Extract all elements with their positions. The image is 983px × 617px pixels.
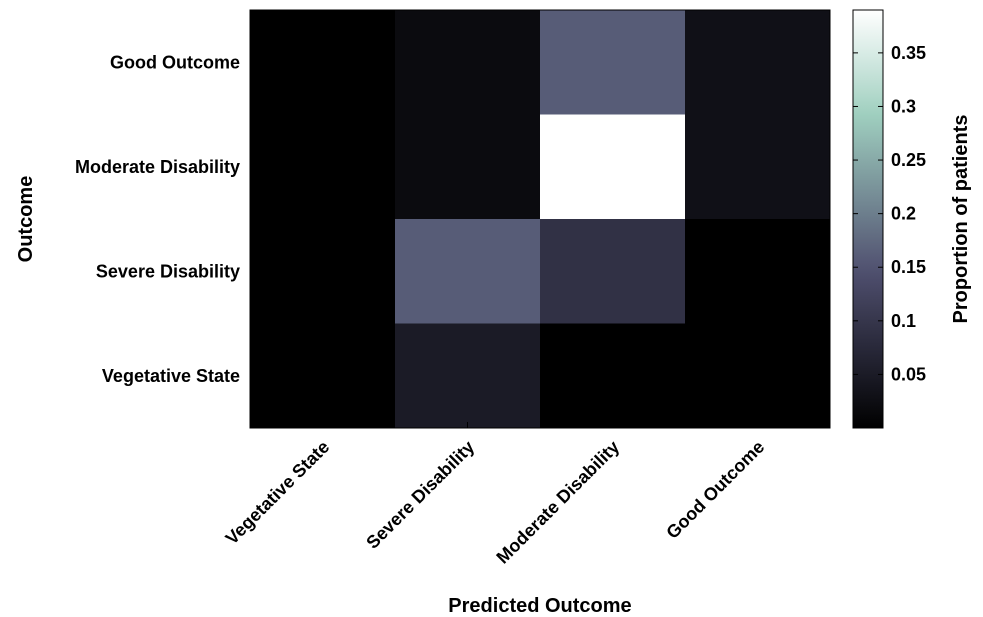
y-tick-label: Severe Disability	[96, 261, 240, 281]
heatmap-cell	[250, 323, 396, 429]
x-tick-label: Moderate Disability	[492, 437, 623, 568]
heatmap-cell	[540, 219, 686, 324]
plot-frame	[249, 9, 831, 429]
heatmap-cell	[685, 10, 831, 115]
colorbar-tick-label: 0.15	[891, 257, 926, 277]
heatmap-cell	[250, 10, 396, 115]
colorbar-tick-label: 0.1	[891, 311, 916, 331]
heatmap-cell	[685, 219, 831, 324]
y-axis-label: Outcome	[15, 176, 37, 263]
heatmap-cell	[395, 114, 541, 220]
heatmap-cell	[540, 10, 686, 115]
colorbar-tick-label: 0.05	[891, 364, 926, 384]
colorbar-label: Proportion of patients	[950, 115, 972, 324]
x-tick-label: Severe Disability	[362, 437, 478, 553]
colorbar-tick-label: 0.35	[891, 43, 926, 63]
heatmap-cell	[685, 114, 831, 220]
x-tick-label: Vegetative State	[222, 437, 334, 549]
y-tick-label: Good Outcome	[110, 52, 240, 72]
heatmap-cell	[250, 219, 396, 324]
x-axis-label: Predicted Outcome	[448, 595, 631, 617]
x-axis-ticks: Vegetative State Severe Disability Moderat…	[222, 422, 768, 568]
heatmap-cell	[540, 114, 686, 220]
y-tick-label: Moderate Disability	[75, 157, 240, 177]
heatmap-cell	[540, 323, 686, 429]
y-tick-label: Vegetative State	[102, 366, 240, 386]
colorbar-tick-label: 0.3	[891, 96, 916, 116]
heatmap-cell	[395, 10, 541, 115]
colorbar	[852, 9, 884, 429]
y-axis-ticks: Good Outcome Moderate Disability Severe Di…	[75, 52, 256, 386]
colorbar-tick-label: 0.25	[891, 150, 926, 170]
heatmap-cell	[395, 323, 541, 429]
x-tick-label: Good Outcome	[662, 437, 768, 543]
colorbar-tick-label: 0.2	[891, 204, 916, 224]
heatmap-cell	[685, 323, 831, 429]
colorbar-ticks: 0.05 0.1 0.15 0.2 0.25 0.3 0.35	[853, 43, 926, 384]
heatmap-cells	[250, 10, 831, 429]
heatmap-cell	[395, 219, 541, 324]
heatmap-cell	[250, 114, 396, 220]
